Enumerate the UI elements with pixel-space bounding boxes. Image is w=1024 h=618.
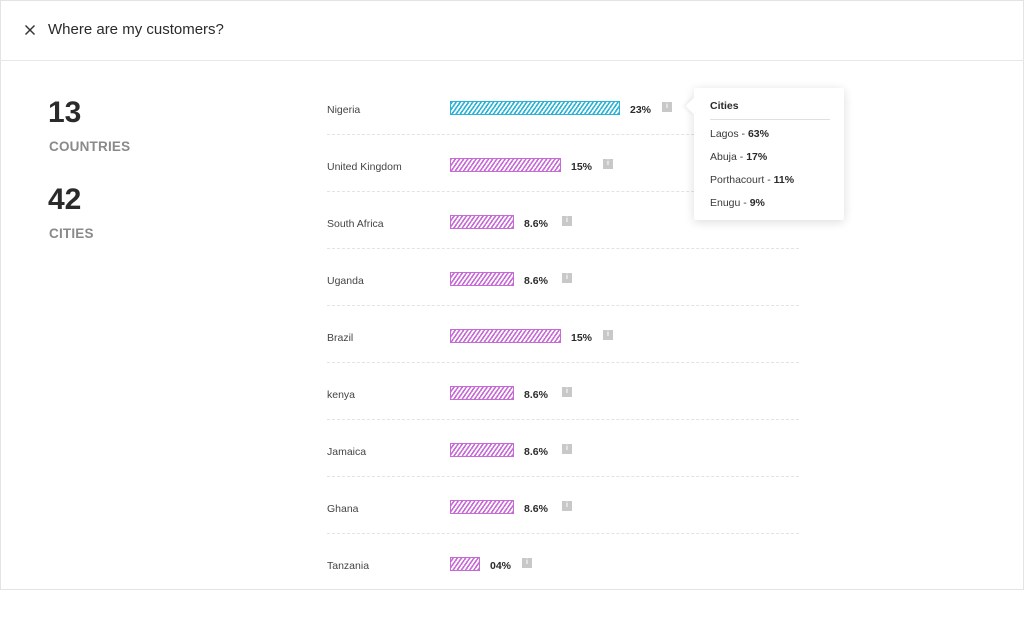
- country-percent: 8.6%: [524, 503, 548, 515]
- country-name: Nigeria: [327, 104, 361, 116]
- city-name: Abuja: [710, 151, 737, 163]
- country-share-bar[interactable]: [450, 101, 620, 115]
- tooltip-divider: [710, 119, 830, 120]
- info-icon[interactable]: i: [562, 387, 572, 397]
- country-row: Jamaica 8.6% i: [327, 419, 799, 504]
- city-percent: 9%: [749, 197, 765, 209]
- row-divider: [327, 191, 799, 192]
- country-share-bar[interactable]: [450, 500, 514, 514]
- tooltip-city-item: Lagos - 63%: [710, 128, 769, 140]
- country-row: Ghana 8.6% i: [327, 476, 799, 561]
- country-row: kenya 8.6% i: [327, 362, 799, 447]
- country-name: kenya: [327, 389, 356, 401]
- info-icon[interactable]: i: [603, 159, 613, 169]
- modal-header: Where are my customers?: [0, 0, 1024, 61]
- country-percent: 04%: [490, 560, 512, 572]
- tooltip-city-item: Abuja - 17%: [710, 151, 768, 163]
- country-share-bar[interactable]: [450, 557, 480, 571]
- tooltip-city-item: Porthacourt - 11%: [710, 174, 795, 186]
- info-icon[interactable]: i: [662, 102, 672, 112]
- info-icon[interactable]: i: [603, 330, 613, 340]
- country-percent: 15%: [571, 332, 593, 344]
- cities-label: CITIES: [49, 226, 94, 241]
- country-share-bar[interactable]: [450, 386, 514, 400]
- country-name: Uganda: [327, 275, 364, 287]
- row-divider: [327, 419, 799, 420]
- row-divider: [327, 248, 799, 249]
- country-percent: 8.6%: [524, 218, 548, 230]
- country-percent: 23%: [630, 104, 652, 116]
- cities-tooltip: Cities Lagos - 63% Abuja - 17% Porthacourt…: [694, 88, 844, 220]
- country-row: Uganda 8.6% i: [327, 248, 799, 333]
- row-divider: [327, 305, 799, 306]
- countries-label: COUNTRIES: [49, 139, 131, 154]
- info-icon[interactable]: i: [562, 501, 572, 511]
- country-name: United Kingdom: [327, 161, 402, 173]
- countries-count: 13: [48, 96, 82, 129]
- row-divider: [327, 134, 799, 135]
- country-share-bar[interactable]: [450, 272, 514, 286]
- info-icon[interactable]: i: [562, 273, 572, 283]
- country-name: Brazil: [327, 332, 354, 344]
- country-name: Ghana: [327, 503, 359, 515]
- country-row: Brazil 15% i: [327, 305, 799, 390]
- country-row: United Kingdom 15% i: [327, 134, 799, 219]
- row-divider: [327, 533, 799, 534]
- row-divider: [327, 362, 799, 363]
- country-share-bar[interactable]: [450, 215, 514, 229]
- country-percent: 8.6%: [524, 446, 548, 458]
- country-share-bar[interactable]: [450, 158, 561, 172]
- country-share-bar[interactable]: [450, 443, 514, 457]
- page-title: Where are my customers?: [48, 21, 224, 38]
- country-name: Tanzania: [327, 560, 370, 572]
- city-percent: 63%: [747, 128, 769, 140]
- close-icon[interactable]: [22, 22, 38, 38]
- city-percent: 17%: [746, 151, 768, 163]
- city-name: Lagos: [710, 128, 739, 140]
- tooltip-title: Cities: [710, 100, 739, 112]
- country-name: Jamaica: [327, 446, 367, 458]
- country-percent: 8.6%: [524, 389, 548, 401]
- country-name: South Africa: [327, 218, 384, 230]
- country-share-bar[interactable]: [450, 329, 561, 343]
- info-icon[interactable]: i: [522, 558, 532, 568]
- row-divider: [327, 476, 799, 477]
- info-icon[interactable]: i: [562, 444, 572, 454]
- country-percent: 8.6%: [524, 275, 548, 287]
- country-row: Tanzania 04% i: [327, 533, 799, 618]
- city-name: Porthacourt: [710, 174, 765, 186]
- country-percent: 15%: [571, 161, 593, 173]
- city-percent: 11%: [773, 174, 795, 186]
- info-icon[interactable]: i: [562, 216, 572, 226]
- city-name: Enugu: [710, 197, 741, 209]
- cities-count: 42: [48, 183, 82, 216]
- country-row: Nigeria 23% i: [327, 101, 799, 162]
- country-row: South Africa 8.6% i: [327, 191, 799, 276]
- tooltip-city-item: Enugu - 9%: [710, 197, 765, 209]
